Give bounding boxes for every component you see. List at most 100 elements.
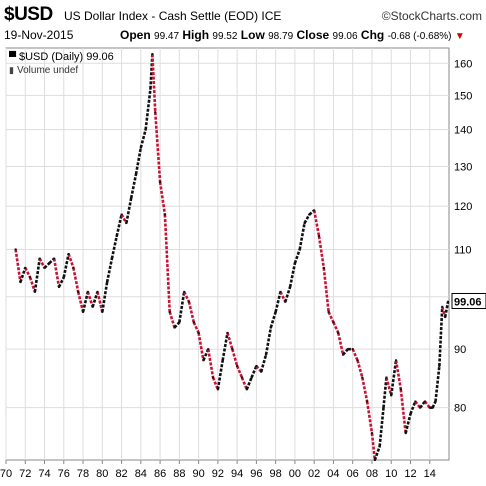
price-point bbox=[385, 376, 388, 379]
price-segment bbox=[139, 129, 147, 149]
price-point bbox=[86, 290, 89, 293]
close-value: 99.06 bbox=[332, 31, 358, 42]
price-point bbox=[370, 432, 373, 435]
price-point bbox=[14, 248, 17, 251]
price-segment bbox=[192, 321, 200, 334]
price-segment bbox=[423, 400, 431, 409]
price-point bbox=[24, 266, 27, 269]
grid bbox=[5, 48, 449, 464]
price-point bbox=[434, 400, 437, 403]
x-tick-label: 84 bbox=[135, 468, 147, 480]
price-point bbox=[115, 235, 118, 238]
y-tick-label: 90 bbox=[454, 344, 466, 356]
price-point bbox=[231, 348, 234, 351]
price-segment bbox=[33, 258, 41, 293]
price-segment bbox=[115, 214, 123, 237]
price-point bbox=[19, 281, 22, 284]
price-segment bbox=[105, 258, 114, 283]
price-segment bbox=[72, 267, 80, 293]
price-segment bbox=[221, 332, 229, 361]
ohlc-readout: Open 99.47 High 99.52 Low 98.79 Close 99… bbox=[120, 28, 465, 42]
price-point bbox=[43, 266, 46, 269]
price-segment bbox=[394, 360, 403, 390]
price-point bbox=[322, 266, 325, 269]
price-point bbox=[38, 257, 41, 260]
price-segment bbox=[240, 377, 248, 390]
x-tick-label: 10 bbox=[385, 468, 397, 480]
plot-area bbox=[5, 47, 450, 461]
price-point bbox=[216, 388, 219, 391]
price-point bbox=[361, 376, 364, 379]
open-value: 99.47 bbox=[154, 31, 180, 42]
price-point bbox=[313, 209, 316, 212]
price-segment bbox=[269, 311, 277, 328]
price-segment bbox=[67, 253, 75, 269]
price-point bbox=[366, 400, 369, 403]
price-point bbox=[250, 376, 253, 379]
price-point bbox=[57, 285, 60, 288]
price-point bbox=[274, 310, 277, 313]
high-label: High bbox=[182, 28, 210, 42]
exchange-label: ICE bbox=[261, 9, 282, 23]
price-point bbox=[399, 388, 402, 391]
price-segment bbox=[327, 311, 335, 323]
price-segment bbox=[431, 400, 437, 409]
price-segment bbox=[259, 354, 268, 373]
price-segment bbox=[235, 365, 244, 379]
price-segment bbox=[231, 348, 239, 367]
x-tick-label: 70 bbox=[0, 468, 12, 480]
index-name-label: US Dollar Index - Cash Settle (EOD) ICE bbox=[64, 9, 281, 23]
price-point bbox=[130, 197, 133, 200]
price-point bbox=[332, 321, 335, 324]
price-segment bbox=[332, 321, 340, 334]
price-point bbox=[151, 53, 154, 56]
price-point bbox=[125, 222, 128, 225]
price-point bbox=[159, 180, 162, 183]
price-segment bbox=[409, 401, 417, 415]
x-tick-label: 80 bbox=[96, 468, 108, 480]
price-segment bbox=[101, 281, 109, 313]
price-segment bbox=[378, 407, 385, 447]
price-point bbox=[240, 376, 243, 379]
price-point bbox=[404, 432, 407, 435]
price-point bbox=[67, 252, 70, 255]
x-tick-label: 86 bbox=[154, 468, 166, 480]
price-segment bbox=[322, 267, 330, 313]
price-point bbox=[77, 290, 80, 293]
y-tick-label: 160 bbox=[454, 58, 472, 70]
price-segment bbox=[24, 267, 32, 278]
price-segment bbox=[120, 213, 128, 224]
y-tick-label: 130 bbox=[454, 161, 472, 173]
close-label: Close bbox=[296, 28, 330, 42]
price-point bbox=[96, 290, 99, 293]
y-tick-label: 110 bbox=[454, 244, 472, 256]
last-price-marker: 99.06 bbox=[451, 292, 486, 309]
x-tick-label: 04 bbox=[327, 468, 339, 480]
chg-value: -0.68 (-0.68%) bbox=[387, 31, 452, 42]
y-tick-label: 120 bbox=[454, 201, 472, 213]
price-segment bbox=[274, 291, 282, 313]
price-point bbox=[409, 412, 412, 415]
price-segment bbox=[441, 306, 447, 318]
price-point bbox=[342, 353, 345, 356]
low-label: Low bbox=[240, 28, 265, 42]
price-point bbox=[431, 406, 434, 409]
price-point bbox=[72, 266, 75, 269]
price-point bbox=[419, 406, 422, 409]
price-point bbox=[428, 406, 431, 409]
price-point bbox=[163, 213, 166, 216]
price-point bbox=[303, 222, 306, 225]
price-segment bbox=[187, 301, 196, 323]
price-point bbox=[298, 248, 301, 251]
source-credit[interactable]: ©StockCharts.com bbox=[381, 9, 482, 23]
price-segment bbox=[14, 249, 22, 283]
price-segment bbox=[351, 348, 359, 361]
price-segment bbox=[91, 291, 99, 308]
price-point bbox=[441, 305, 444, 308]
index-name: US Dollar Index - Cash Settle (EOD) bbox=[64, 9, 259, 23]
price-segment bbox=[81, 291, 90, 313]
x-tick-label: 90 bbox=[192, 468, 204, 480]
price-segment bbox=[293, 249, 301, 264]
price-segment bbox=[151, 53, 157, 113]
